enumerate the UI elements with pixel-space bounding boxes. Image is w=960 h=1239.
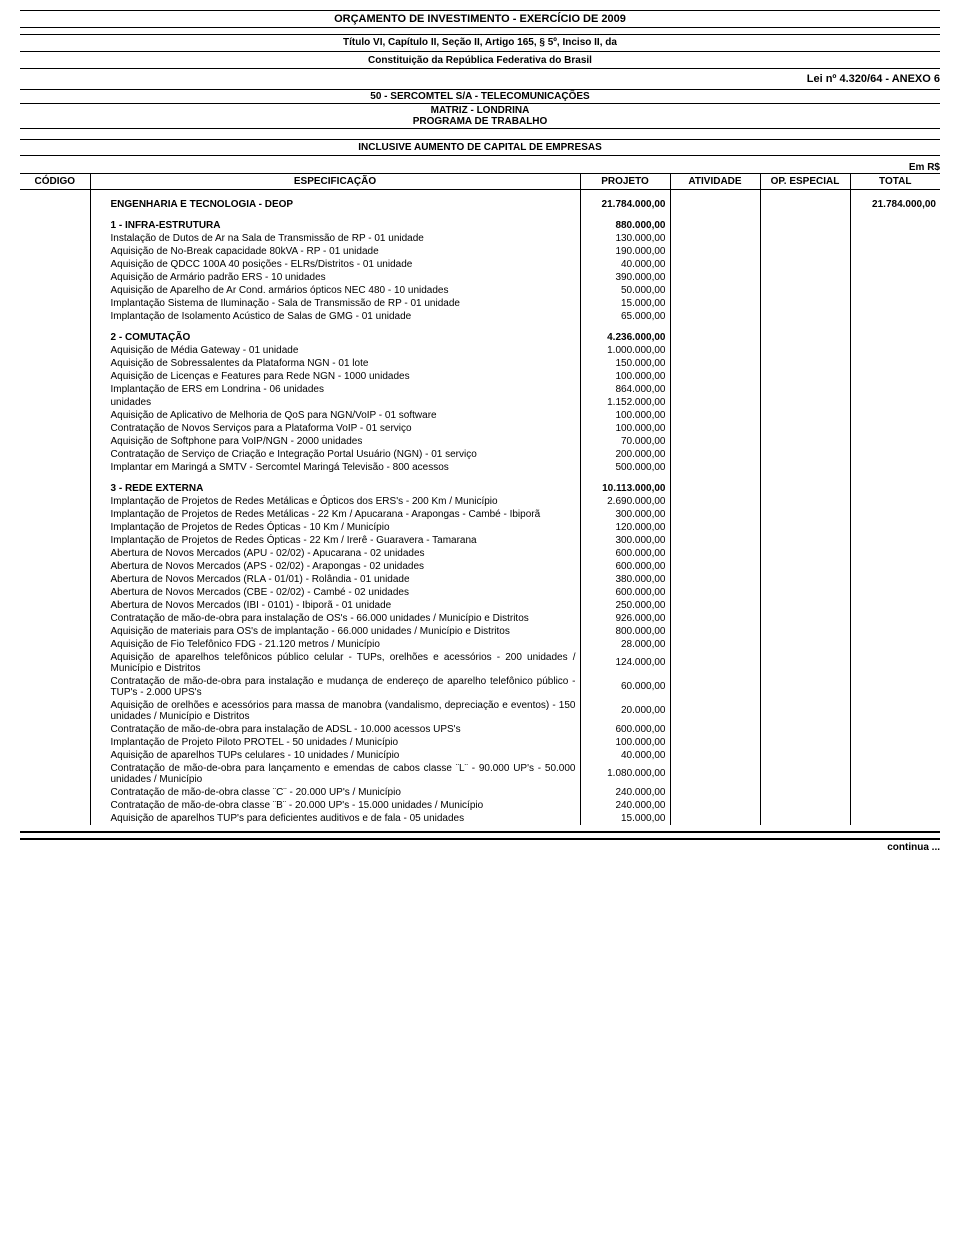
- col-atividade: ATIVIDADE: [670, 174, 760, 190]
- table-row: Contratação de mão-de-obra para instalaç…: [20, 723, 940, 736]
- col-espec: ESPECIFICAÇÃO: [90, 174, 580, 190]
- inclusive-line: INCLUSIVE AUMENTO DE CAPITAL DE EMPRESAS: [20, 139, 940, 156]
- table-row: Aquisição de Aparelho de Ar Cond. armári…: [20, 284, 940, 297]
- doc-title: ORÇAMENTO DE INVESTIMENTO - EXERCÍCIO DE…: [20, 11, 940, 27]
- currency-label: Em R$: [20, 156, 940, 173]
- col-projeto: PROJETO: [580, 174, 670, 190]
- table-row: Abertura de Novos Mercados (RLA - 01/01)…: [20, 573, 940, 586]
- table-row: Aquisição de Licenças e Features para Re…: [20, 370, 940, 383]
- company-block: 50 - SERCOMTEL S/A - TELECOMUNICAÇÕES MA…: [20, 89, 940, 129]
- table-row: ENGENHARIA E TECNOLOGIA - DEOP21.784.000…: [20, 198, 940, 211]
- table-row: Instalação de Dutos de Ar na Sala de Tra…: [20, 232, 940, 245]
- table-row: Aquisição de orelhões e acessórios para …: [20, 699, 940, 723]
- table-row: Implantação de Projetos de Redes Ópticas…: [20, 534, 940, 547]
- doc-subtitle2: Constituição da República Federativa do …: [20, 53, 940, 68]
- table-row: Aquisição de Fio Telefônico FDG - 21.120…: [20, 638, 940, 651]
- table-row: Abertura de Novos Mercados (IBI - 0101) …: [20, 599, 940, 612]
- table-row: Contratação de mão-de-obra classe ¨B¨ - …: [20, 799, 940, 812]
- company-loc: MATRIZ - LONDRINA: [20, 105, 940, 116]
- footer-continue: continua ...: [20, 838, 940, 853]
- table-row: Implantação de Projetos de Redes Ópticas…: [20, 521, 940, 534]
- company-name: 50 - SERCOMTEL S/A - TELECOMUNICAÇÕES: [20, 91, 940, 102]
- table-row: Contratação de Novos Serviços para a Pla…: [20, 422, 940, 435]
- table-row: Aquisição de Armário padrão ERS - 10 uni…: [20, 271, 940, 284]
- table-row: 2 - COMUTAÇÃO4.236.000,00: [20, 331, 940, 344]
- table-row: Contratação de mão-de-obra classe ¨C¨ - …: [20, 786, 940, 799]
- table-row: Aquisição de aparelhos telefônicos públi…: [20, 651, 940, 675]
- table-row: Aquisição de aparelhos TUPs celulares - …: [20, 749, 940, 762]
- col-codigo: CÓDIGO: [20, 174, 90, 190]
- table-row: Implantação de Projetos de Redes Metálic…: [20, 495, 940, 508]
- table-row: Aquisição de materiais para OS's de impl…: [20, 625, 940, 638]
- table-row: Implantação de ERS em Londrina - 06 unid…: [20, 383, 940, 396]
- table-row: [20, 211, 940, 219]
- table-row: Implantação Sistema de Iluminação - Sala…: [20, 297, 940, 310]
- table-row: unidades1.152.000,00: [20, 396, 940, 409]
- table-row: Aquisição de Sobressalentes da Plataform…: [20, 357, 940, 370]
- table-row: 3 - REDE EXTERNA10.113.000,00: [20, 482, 940, 495]
- table-row: Contratação de mão-de-obra para lançamen…: [20, 762, 940, 786]
- company-prog: PROGRAMA DE TRABALHO: [20, 116, 940, 127]
- table-row: Implantação de Isolamento Acústico de Sa…: [20, 310, 940, 323]
- table-row: Contratação de Serviço de Criação e Inte…: [20, 448, 940, 461]
- table-header-row: CÓDIGO ESPECIFICAÇÃO PROJETO ATIVIDADE O…: [20, 174, 940, 190]
- table-row: Abertura de Novos Mercados (APU - 02/02)…: [20, 547, 940, 560]
- table-row: Aquisição de Aplicativo de Melhoria de Q…: [20, 409, 940, 422]
- table-row: Abertura de Novos Mercados (CBE - 02/02)…: [20, 586, 940, 599]
- table-row: Implantar em Maringá a SMTV - Sercomtel …: [20, 461, 940, 474]
- law-ref: Lei nº 4.320/64 - ANEXO 6: [20, 69, 940, 89]
- table-row: Aquisição de Softphone para VoIP/NGN - 2…: [20, 435, 940, 448]
- table-row: [20, 323, 940, 331]
- table-row: Abertura de Novos Mercados (APS - 02/02)…: [20, 560, 940, 573]
- budget-table: CÓDIGO ESPECIFICAÇÃO PROJETO ATIVIDADE O…: [20, 173, 940, 825]
- table-row: Aquisição de aparelhos TUP's para defici…: [20, 812, 940, 825]
- col-op: OP. ESPECIAL: [760, 174, 850, 190]
- table-row: Contratação de mão-de-obra para instalaç…: [20, 675, 940, 699]
- table-row: [20, 474, 940, 482]
- table-row: Aquisição de No-Break capacidade 80kVA -…: [20, 245, 940, 258]
- table-row: Aquisição de Média Gateway - 01 unidade1…: [20, 344, 940, 357]
- table-row: Contratação de mão-de-obra para instalaç…: [20, 612, 940, 625]
- col-total: TOTAL: [850, 174, 940, 190]
- table-row: Implantação de Projetos de Redes Metálic…: [20, 508, 940, 521]
- table-row: 1 - INFRA-ESTRUTURA880.000,00: [20, 219, 940, 232]
- doc-subtitle1: Título VI, Capítulo II, Seção II, Artigo…: [20, 35, 940, 50]
- table-row: Aquisição de QDCC 100A 40 posições - ELR…: [20, 258, 940, 271]
- table-row: Implantação de Projeto Piloto PROTEL - 5…: [20, 736, 940, 749]
